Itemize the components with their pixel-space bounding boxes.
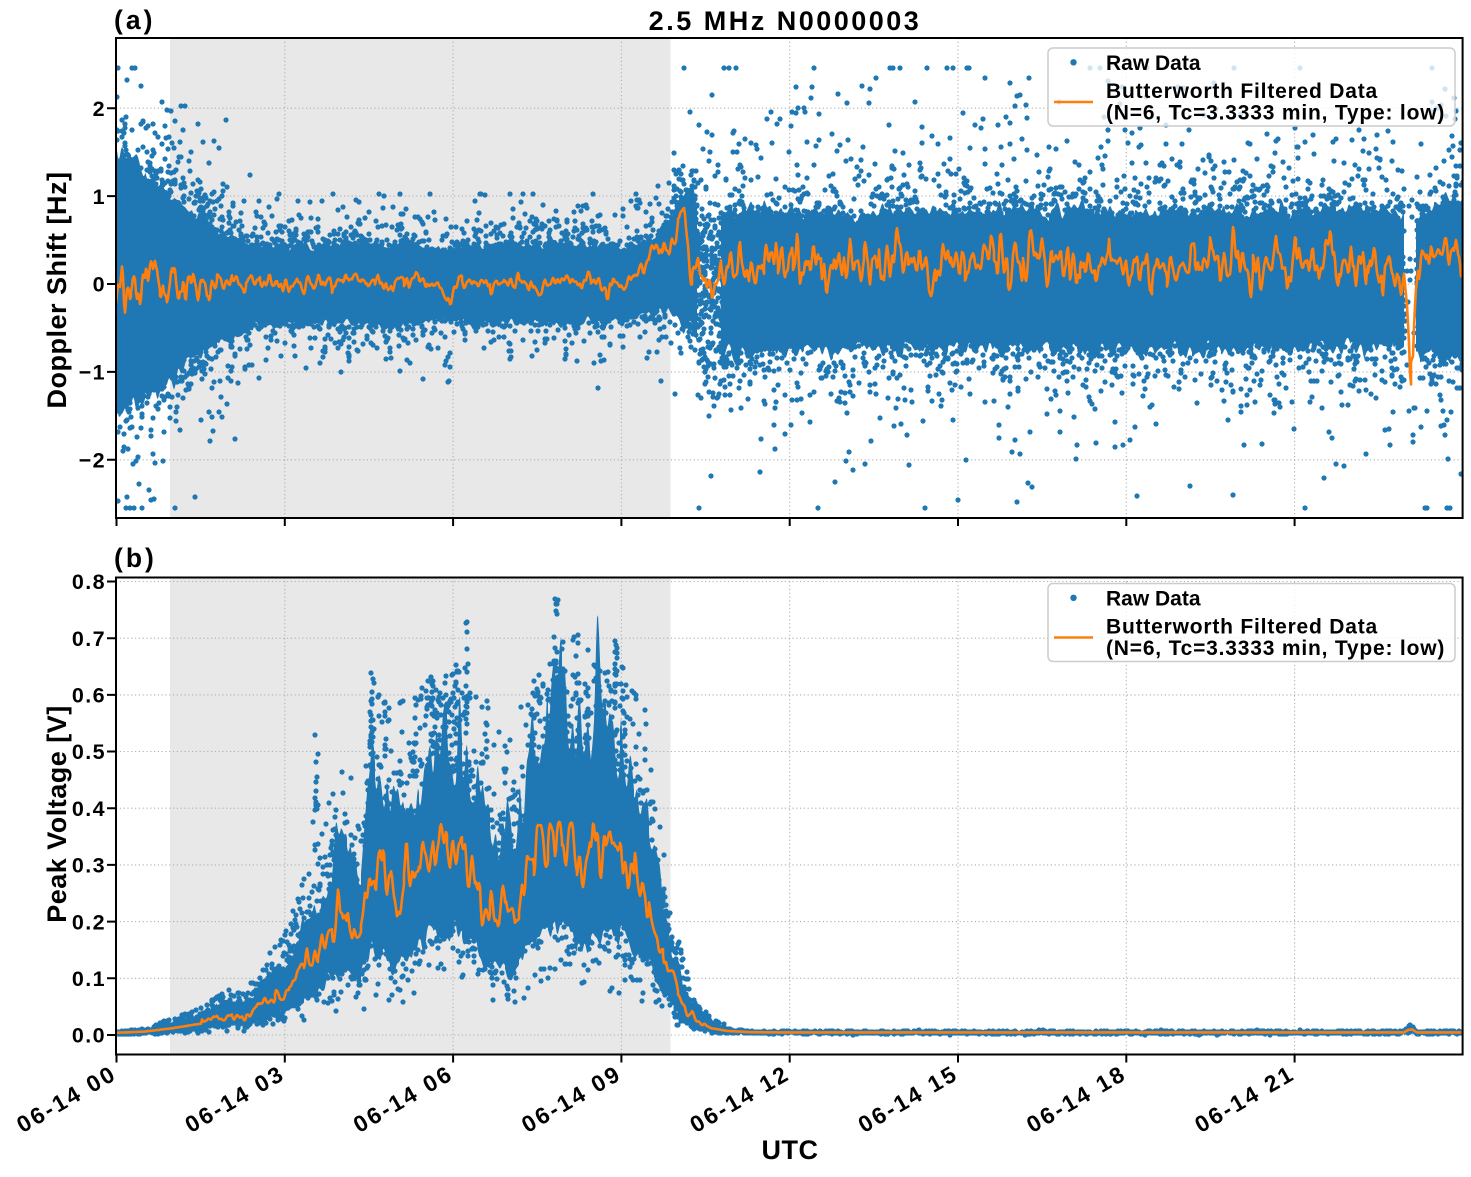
svg-text:0.4: 0.4 [72,797,106,821]
svg-text:Doppler Shift [Hz]: Doppler Shift [Hz] [42,172,72,409]
svg-text:0.1: 0.1 [72,967,106,991]
svg-text:Raw Data: Raw Data [1106,52,1201,75]
svg-text:0.7: 0.7 [72,627,106,651]
svg-text:(N=6, Tc=3.3333 min, Type: low: (N=6, Tc=3.3333 min, Type: low) [1106,102,1445,125]
svg-text:0.8: 0.8 [72,570,106,594]
svg-text:−1: −1 [79,361,106,385]
svg-text:0: 0 [93,273,106,297]
svg-text:(N=6, Tc=3.3333 min, Type: low: (N=6, Tc=3.3333 min, Type: low) [1106,637,1445,660]
svg-text:Raw Data: Raw Data [1106,588,1201,611]
svg-text:−2: −2 [79,449,106,473]
svg-text:2: 2 [93,97,106,121]
svg-text:0.6: 0.6 [72,684,106,708]
svg-text:UTC: UTC [762,1135,819,1165]
svg-text:Butterworth Filtered Data: Butterworth Filtered Data [1106,80,1378,103]
svg-text:2.5 MHz N0000003: 2.5 MHz N0000003 [649,6,922,36]
svg-text:0.0: 0.0 [72,1024,106,1048]
svg-text:0.5: 0.5 [72,740,106,764]
svg-text:Butterworth Filtered Data: Butterworth Filtered Data [1106,616,1378,639]
svg-text:0.3: 0.3 [72,854,106,878]
svg-text:0.2: 0.2 [72,910,106,934]
svg-text:1: 1 [93,185,106,209]
svg-text:(a): (a) [114,5,155,35]
svg-text:Peak Voltage [V]: Peak Voltage [V] [42,705,72,923]
svg-text:(b): (b) [114,543,157,573]
